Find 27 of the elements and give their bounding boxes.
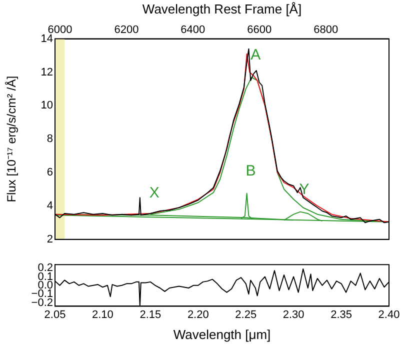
- x-tick-label: 2.05: [44, 308, 66, 321]
- x-tick-label: 2.30: [282, 308, 304, 321]
- y-tick-label: 8: [46, 133, 53, 146]
- x-tick-label: 2.15: [140, 308, 162, 321]
- x-tick-label: 2.25: [235, 308, 257, 321]
- x2-axis-title: Wavelength Rest Frame [Å]: [142, 1, 302, 16]
- x-tick-label: 2.35: [330, 308, 352, 321]
- annotation: Y: [299, 180, 310, 198]
- x-tick-label: 2.20: [187, 308, 209, 321]
- annotation: B: [246, 162, 256, 180]
- y-axis-title: Flux [10⁻¹⁷ erg/s/cm² /Å]: [4, 76, 19, 202]
- y-tick-label: 4: [46, 200, 53, 212]
- x2-tick-label: 6200: [114, 24, 139, 36]
- y-tick-label: 14: [40, 32, 53, 45]
- x2-tick-label: 6800: [314, 24, 338, 36]
- y-tick-label: 6: [46, 166, 53, 179]
- x2-tick-label: 6400: [180, 24, 206, 36]
- y-tick-label: 10: [40, 100, 53, 112]
- annotation: A: [250, 46, 261, 64]
- x-tick-label: 2.40: [378, 308, 400, 321]
- annotation: X: [149, 184, 160, 202]
- y-tick-label: 12: [40, 66, 53, 78]
- y-tick-label: −0.2: [31, 296, 53, 309]
- x2-tick-label: 6600: [247, 24, 272, 36]
- y-tick-label: 2: [46, 233, 53, 246]
- x-tick-label: 2.10: [92, 308, 114, 321]
- x-axis-title: Wavelength [μm]: [173, 326, 271, 342]
